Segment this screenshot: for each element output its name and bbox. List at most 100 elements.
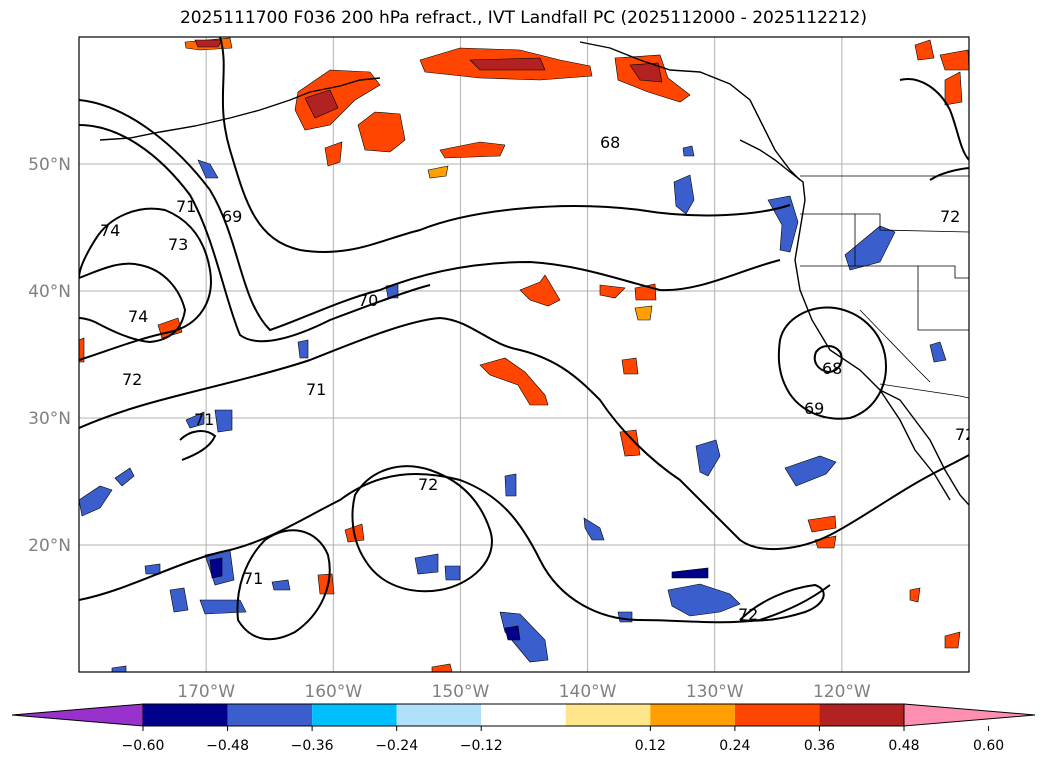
contour-line (79, 473, 831, 624)
colorbar-tick-label: 0.12 (635, 738, 666, 754)
contour-label: 73 (168, 235, 188, 254)
positive-blob (621, 357, 639, 375)
colorbar-tick-label: −0.36 (291, 738, 334, 754)
colorbar-tick-label: −0.60 (122, 738, 165, 754)
positive-blob (469, 57, 546, 71)
map-area: 68 68 69 69 70 71 71 71 71 72 72 72 72 7… (79, 37, 975, 672)
longitude-tick-label: 160°W (304, 682, 362, 702)
positive-blob (807, 515, 837, 533)
negative-blob (185, 411, 205, 429)
colorbar-segment (396, 704, 482, 726)
positive-blob (357, 111, 406, 153)
positive-blob (634, 305, 653, 321)
positive-blob (629, 62, 663, 83)
negative-blob (214, 409, 233, 433)
contour-label: 74 (100, 221, 120, 240)
colorbar-tick-label: −0.24 (375, 738, 418, 754)
negative-blob (504, 625, 521, 641)
negative-blob (209, 557, 223, 579)
latitude-tick-label: 50°N (28, 155, 71, 175)
negative-blob (297, 339, 309, 359)
contour-label: 71 (243, 569, 263, 588)
contour-label: 71 (194, 410, 214, 429)
colorbar-tick-label: −0.12 (460, 738, 503, 754)
negative-blob (695, 439, 721, 477)
contour-label: 72 (955, 425, 975, 444)
negative-blob (114, 467, 135, 487)
contour-label: 71 (306, 380, 326, 399)
positive-blob (304, 89, 339, 119)
state-border (918, 265, 969, 279)
colorbar-extend-low (11, 703, 144, 727)
contour-label: 68 (822, 359, 842, 378)
contour-line (79, 262, 187, 344)
negative-blob (671, 567, 709, 579)
negative-blob (583, 517, 605, 541)
positive-blob (914, 39, 935, 61)
colorbar-segment (312, 704, 397, 726)
negative-blob (929, 341, 947, 363)
contour-line (79, 99, 781, 332)
latitude-tick-labels: 20°N 30°N 40°N 50°N (28, 155, 71, 556)
contour-line (79, 316, 969, 551)
colorbar-tick-label: 0.48 (888, 738, 919, 754)
longitude-tick-label: 130°W (686, 682, 744, 702)
contour-line (219, 37, 791, 253)
negative-blob (784, 455, 837, 487)
contour-label: 72 (940, 207, 960, 226)
positive-blob (599, 284, 626, 299)
contour-line (929, 167, 969, 181)
contour-label: 74 (128, 307, 148, 326)
positive-blob (944, 71, 963, 106)
negative-blob (673, 174, 695, 215)
map-title: 2025111700 F036 200 hPa refract., IVT La… (179, 8, 867, 28)
contour-line (351, 465, 493, 593)
state-border (859, 309, 931, 383)
negative-blob (444, 565, 461, 581)
positive-blob (519, 274, 561, 307)
contour-line (739, 583, 825, 622)
colorbar-tick-label: −0.48 (206, 738, 249, 754)
latitude-tick-label: 20°N (28, 536, 71, 556)
contour-label: 72 (418, 475, 438, 494)
contour-label: 71 (176, 197, 196, 216)
positive-blob (479, 357, 549, 406)
colorbar-tick-label: 0.36 (804, 738, 835, 754)
negative-blob (682, 145, 695, 157)
mexico-border (879, 383, 969, 399)
contour-label: 69 (804, 399, 824, 418)
positive-blob (939, 49, 969, 71)
negative-blob (667, 583, 741, 617)
negative-blob (144, 563, 161, 575)
colorbar-segment (819, 704, 904, 726)
contour-label: 70 (358, 291, 378, 310)
positive-blob (324, 141, 343, 167)
longitude-tick-labels: 170°W 160°W 150°W 140°W 130°W 120°W (177, 682, 871, 702)
negative-blob (271, 579, 291, 591)
colorbar-segment (734, 704, 820, 726)
contour-line (236, 529, 331, 641)
contour-line (899, 78, 969, 161)
latitude-tick-label: 30°N (28, 409, 71, 429)
baja-coastline (879, 389, 951, 501)
state-border (800, 213, 969, 233)
contour-line (179, 430, 217, 461)
alaska-coastline (99, 77, 381, 141)
positive-blob (944, 631, 961, 649)
refractivity-contours (79, 37, 969, 641)
longitude-tick-label: 170°W (177, 682, 235, 702)
colorbar-outline (142, 703, 905, 727)
colorbar-segment (650, 704, 735, 726)
contour-line (813, 345, 843, 374)
negative-blob (199, 599, 247, 615)
negative-blob (499, 611, 549, 663)
colorbar-segment (481, 704, 566, 726)
colorbar-tick-labels: −0.60 −0.48 −0.36 −0.24 −0.12 0.12 0.24 0.36 0.4… (122, 726, 1004, 754)
colorbar-tick-label: 0.60 (973, 738, 1004, 754)
negative-blob (414, 553, 439, 575)
contour-line (79, 207, 212, 361)
colorbar (11, 703, 1036, 727)
british-columbia-coast (739, 139, 806, 201)
colorbar-extend-high (903, 703, 1036, 727)
